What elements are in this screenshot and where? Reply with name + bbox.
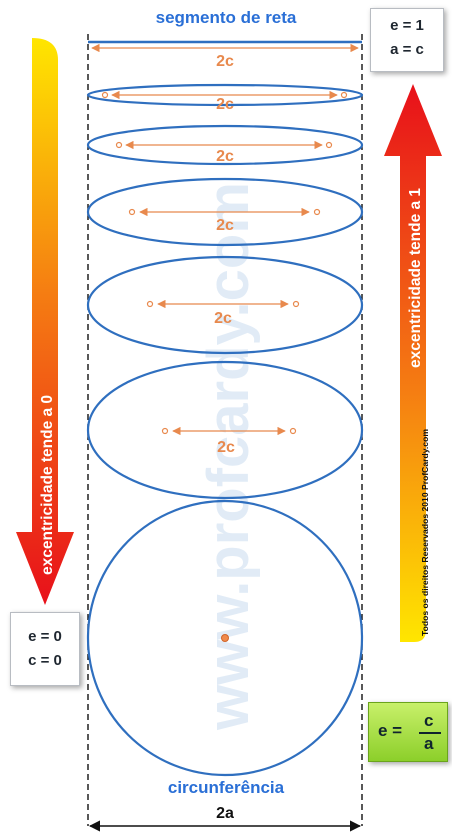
eccentricity-zero-box: e = 0 c = 0	[10, 612, 80, 686]
c-equals-zero-line: c = 0	[11, 649, 79, 673]
eccentricity-one-box: e = 1 a = c	[370, 8, 444, 72]
formula-numerator: c	[424, 711, 433, 731]
ellipse-2-focus-right	[327, 143, 332, 148]
eccentricity-one-line: e = 1	[371, 14, 443, 38]
a-equals-c-line: a = c	[371, 38, 443, 62]
ellipse-5-focus-left	[163, 429, 168, 434]
ellipse-1-focal-label: 2c	[216, 96, 234, 113]
ellipse-5-focus-right	[291, 429, 296, 434]
eccentricity-zero-line: e = 0	[11, 625, 79, 649]
segment-focal-label: 2c	[216, 53, 234, 70]
ellipse-1-focus-right	[342, 93, 347, 98]
ellipse-2-focal-label: 2c	[216, 148, 234, 165]
segment-title: segmento de reta	[156, 8, 297, 27]
watermark-text: www.profcardy.com	[196, 182, 261, 731]
ellipse-4-focal-label: 2c	[214, 310, 232, 327]
eccentricity-formula-box: e = c a	[368, 702, 448, 762]
ellipse-5-focal-label: 2c	[217, 439, 235, 456]
ellipse-4-focus-left	[148, 302, 153, 307]
formula-denominator: a	[424, 734, 433, 754]
ellipse-1-focus-left	[103, 93, 108, 98]
ellipse-3-focal-label: 2c	[216, 217, 234, 234]
ellipse-4-focus-right	[294, 302, 299, 307]
copyright-text: Todos os direitos Reservados 2010 ProfCa…	[420, 429, 430, 636]
left-arrow-text: excentricidade tende a 0	[39, 395, 56, 575]
formula-lhs: e =	[378, 721, 402, 741]
ellipse-3-focus-right	[315, 210, 320, 215]
width-label: 2a	[216, 805, 234, 822]
ellipse-2-focus-left	[117, 143, 122, 148]
circle-title: circunferência	[168, 778, 285, 797]
circle-center	[222, 635, 229, 642]
right-arrow-text: excentricidade tende a 1	[407, 188, 424, 368]
ellipse-3-focus-left	[130, 210, 135, 215]
